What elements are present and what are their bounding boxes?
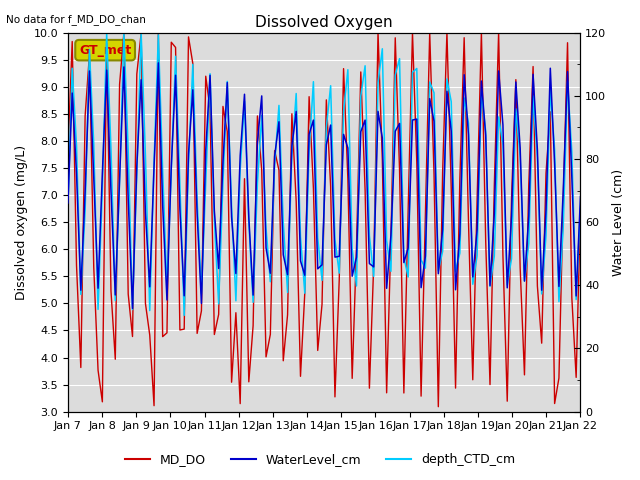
Y-axis label: Water Level (cm): Water Level (cm) — [612, 168, 625, 276]
Y-axis label: Dissolved oxygen (mg/L): Dissolved oxygen (mg/L) — [15, 144, 28, 300]
Title: Dissolved Oxygen: Dissolved Oxygen — [255, 15, 393, 30]
Text: GT_met: GT_met — [79, 44, 131, 57]
Legend: MD_DO, WaterLevel_cm, depth_CTD_cm: MD_DO, WaterLevel_cm, depth_CTD_cm — [120, 448, 520, 471]
Text: No data for f_MD_DO_chan: No data for f_MD_DO_chan — [6, 14, 147, 25]
